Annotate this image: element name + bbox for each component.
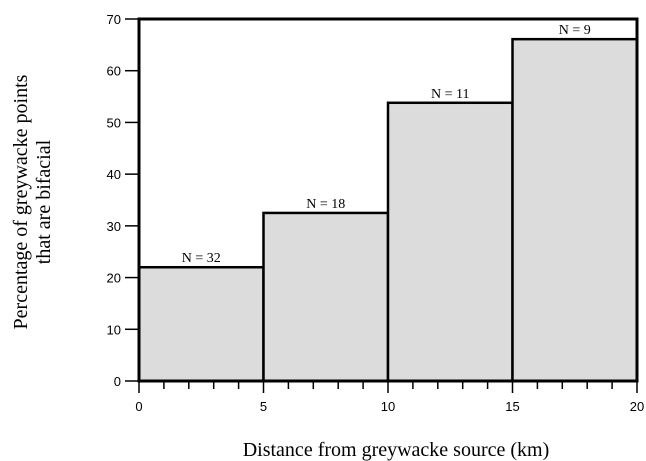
- y-axis-title-line2: that are bifacial: [33, 139, 55, 264]
- labels-layer: N = 32 N = 18 N = 11 N = 9 0 10 20 30 40 50 60 70 0 5…: [107, 12, 645, 414]
- bar-0: [137, 265, 265, 383]
- bar-3: [511, 37, 639, 383]
- x-tick-label-2: 10: [381, 399, 395, 414]
- x-axis-title: Distance from greywacke source (km): [243, 439, 550, 461]
- bar-label-3: N = 9: [559, 23, 591, 38]
- y-tick-label-0: 0: [114, 374, 121, 389]
- y-tick-label-5: 50: [107, 115, 121, 130]
- bar-2: [386, 101, 514, 383]
- bar-label-0: N = 32: [182, 251, 221, 266]
- y-tick-label-1: 10: [107, 322, 121, 337]
- y-tick-label-4: 40: [107, 167, 121, 182]
- plot-frame: [137, 17, 639, 383]
- x-tick-label-4: 20: [630, 399, 644, 414]
- y-tick-label-3: 30: [107, 219, 121, 234]
- x-tick-label-0: 0: [135, 399, 142, 414]
- y-tick-label-2: 20: [107, 271, 121, 286]
- bars-layer: [137, 37, 639, 383]
- x-tick-label-1: 5: [260, 399, 267, 414]
- bar-1: [262, 211, 390, 383]
- x-tick-label-3: 15: [505, 399, 519, 414]
- y-axis-title-line1: Percentage of greywacke points: [10, 74, 32, 329]
- bar-label-2: N = 11: [431, 87, 470, 102]
- y-tick-label-7: 70: [107, 12, 121, 27]
- bar-label-1: N = 18: [306, 197, 345, 212]
- y-tick-label-6: 60: [107, 64, 121, 79]
